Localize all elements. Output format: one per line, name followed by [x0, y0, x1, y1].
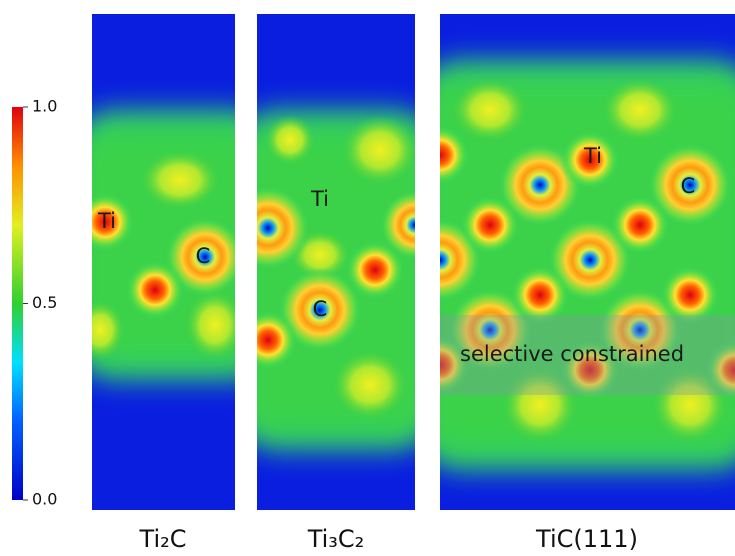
lobe [602, 78, 678, 142]
ti-atom [460, 195, 520, 255]
atom-label: C [313, 297, 328, 321]
colorbar-tick-label: 1.0 [32, 97, 57, 116]
ti-atom [238, 310, 298, 370]
colorbar-tick-label: 0.5 [32, 293, 57, 312]
lobe [265, 115, 315, 165]
atom-label: Ti [97, 209, 116, 233]
elf-panel [75, 14, 275, 510]
colorbar [12, 107, 23, 500]
annotation: selective constrained [460, 342, 684, 366]
lobe [452, 78, 528, 142]
elf-panel [226, 14, 450, 510]
lobe [140, 150, 220, 210]
panel-label: Ti₂C [139, 525, 187, 553]
c-atom [226, 186, 310, 270]
lobe [332, 350, 408, 420]
figure: Ti C Ti Cselective constrained Ti C Ti₂C Ti₃C… [0, 0, 735, 556]
ti-atom [125, 260, 185, 320]
lobe [185, 290, 245, 360]
atom-label: Ti [310, 187, 329, 211]
atom-label: C [681, 174, 696, 198]
lobe [75, 300, 125, 360]
colorbar-tick-label: 0.0 [32, 490, 57, 509]
ti-atom [410, 125, 470, 185]
panel-label: Ti₃C₂ [307, 525, 365, 553]
lobe [342, 115, 418, 185]
ti-atom [610, 195, 670, 255]
panel-label: TiC(111) [535, 525, 638, 553]
ti-atom [345, 240, 405, 300]
elf-panel: selective constrained [398, 14, 735, 510]
atom-label: C [196, 244, 211, 268]
atom-label: Ti [583, 144, 602, 168]
